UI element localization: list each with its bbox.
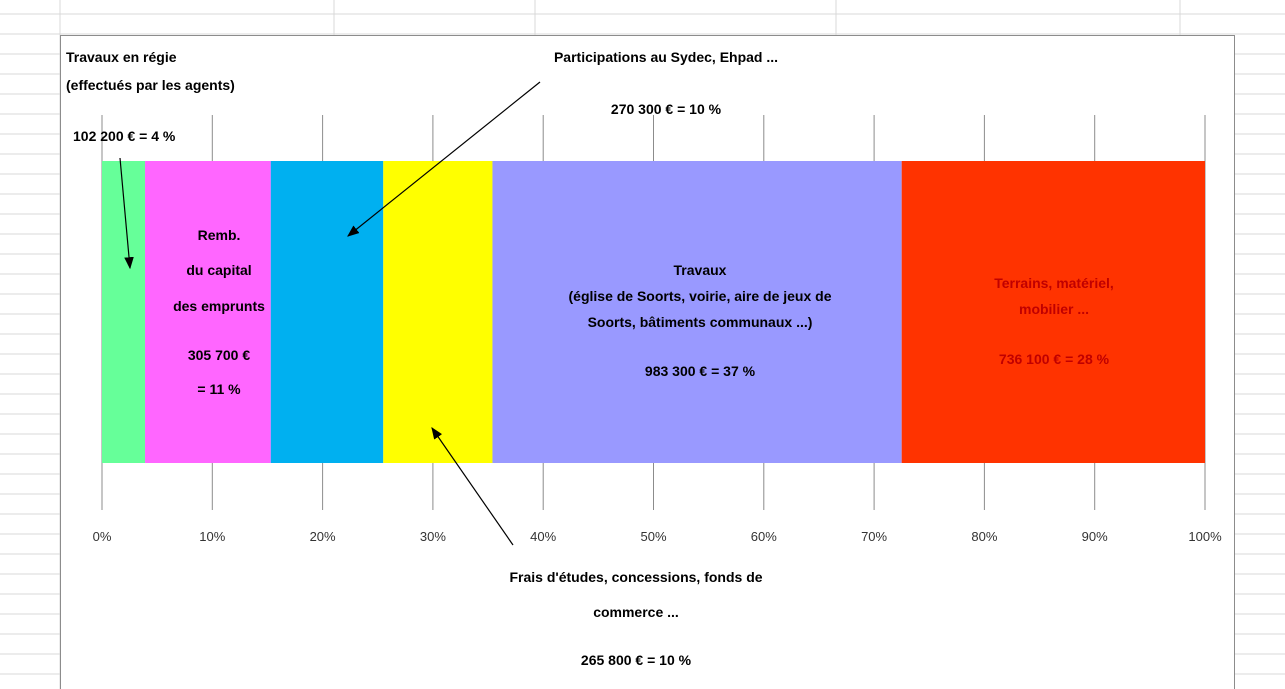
label-terrains-line2: mobilier ...: [1018, 301, 1090, 317]
x-tick-label: 10%: [199, 529, 225, 544]
label-regie-line2: (effectués par les agents): [66, 77, 235, 93]
x-tick-label: 40%: [530, 529, 556, 544]
x-tick-label: 50%: [640, 529, 666, 544]
label-remb-amount1: 305 700 €: [187, 347, 251, 363]
label-regie-line1: Travaux en régie: [66, 49, 177, 65]
label-remb-line1: Remb.: [197, 227, 241, 243]
label-travaux-amount: 983 300 € = 37 %: [644, 363, 756, 379]
label-terrains-line1: Terrains, matériel,: [994, 275, 1114, 291]
x-tick-label: 60%: [751, 529, 777, 544]
label-travaux-line2: (église de Soorts, voirie, aire de jeux …: [568, 288, 832, 304]
arrow-frais: [431, 427, 514, 546]
bar-segment-4: [383, 161, 493, 463]
label-travaux-line1: Travaux: [673, 262, 727, 278]
label-sydec-amount: 270 300 € = 10 %: [610, 101, 722, 117]
label-frais-line2: commerce ...: [593, 604, 679, 620]
x-tick-label: 0%: [93, 529, 112, 544]
label-frais-line1: Frais d'études, concessions, fonds de: [509, 569, 763, 585]
label-terrains-amount: 736 100 € = 28 %: [998, 351, 1110, 367]
bar-segment-1: [102, 161, 146, 463]
label-remb-line3: des emprunts: [173, 298, 265, 314]
bar-segment-3: [270, 161, 384, 463]
x-tick-label: 70%: [861, 529, 887, 544]
bar-segment-5: [492, 161, 902, 463]
x-tick-label: 100%: [1188, 529, 1222, 544]
x-tick-label: 20%: [310, 529, 336, 544]
arrow-sydec: [347, 81, 541, 237]
x-tick-label: 80%: [971, 529, 997, 544]
label-regie-amount: 102 200 € = 4 %: [73, 128, 176, 144]
label-remb-line2: du capital: [186, 262, 252, 278]
x-tick-label: 90%: [1082, 529, 1108, 544]
label-sydec-title: Participations au Sydec, Ehpad ...: [553, 49, 779, 65]
label-travaux-line3: Soorts, bâtiments communaux ...): [587, 314, 813, 330]
x-axis-ticks: 0% 10% 20% 30% 40% 50% 60% 70% 80% 90% 100%: [93, 529, 1222, 544]
bar-segment-6: [901, 161, 1205, 463]
arrows: [119, 81, 541, 546]
bar-segment-2: [145, 161, 271, 463]
x-tick-label: 30%: [420, 529, 446, 544]
bar-segments: [102, 161, 1205, 463]
arrow-regie: [119, 157, 134, 270]
label-frais-amount: 265 800 € = 10 %: [580, 652, 692, 668]
label-remb-amount2: = 11 %: [197, 381, 241, 397]
